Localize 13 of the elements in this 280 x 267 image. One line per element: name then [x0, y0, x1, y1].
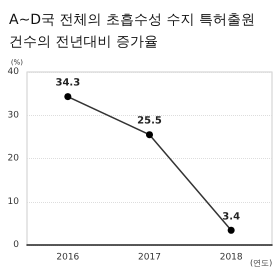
x-tick-label: 2017 [138, 252, 161, 262]
y-tick-label: 40 [8, 67, 20, 77]
data-label: 25.5 [137, 116, 162, 127]
x-axis-title: (연도) [250, 258, 272, 267]
data-label: 34.3 [55, 78, 80, 89]
x-tick-label: 2016 [56, 252, 80, 262]
y-tick-label: 10 [8, 196, 20, 207]
y-tick-label: 30 [8, 110, 20, 120]
x-tick-label: 2018 [220, 252, 243, 262]
data-label: 3.4 [222, 211, 240, 222]
chart-title: A~D국 전체의 초흡수성 수지 특허출원 건수의 전년대비 증가율 [9, 12, 260, 50]
y-tick-label: 0 [13, 240, 20, 250]
y-tick-label: 20 [8, 154, 20, 164]
